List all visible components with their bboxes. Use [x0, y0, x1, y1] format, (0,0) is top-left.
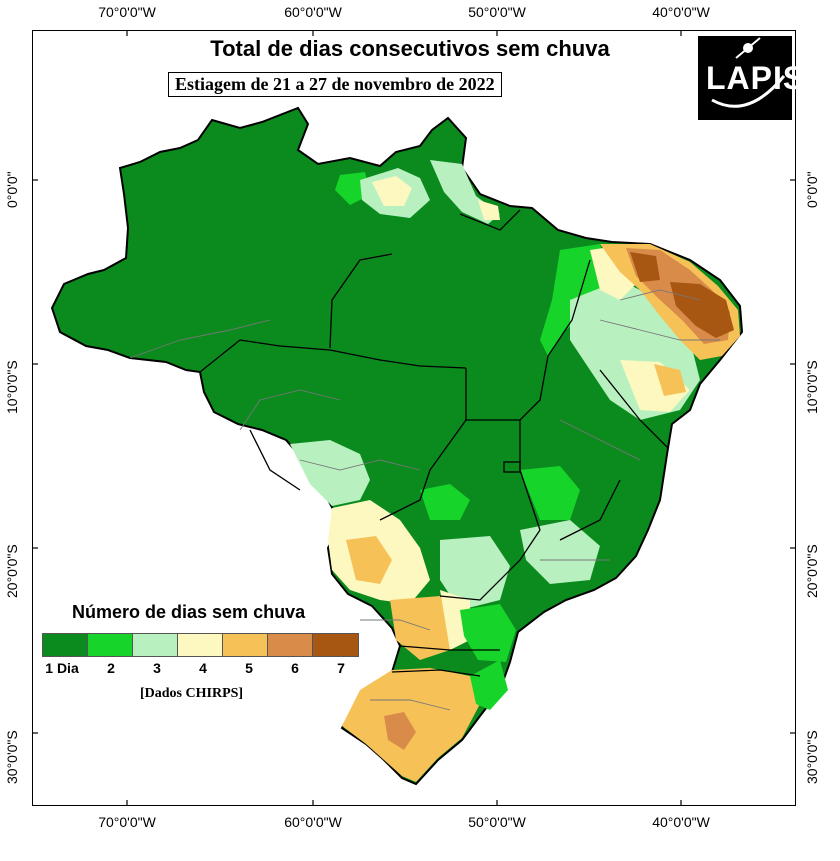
legend-title: Número de dias sem chuva: [72, 602, 306, 622]
lon-tick-bottom-60: 60°0'0"W: [284, 814, 342, 830]
map-title: Total de dias consecutivos sem chuva: [210, 36, 610, 61]
lon-tick-top-50: 50°0'0"W: [468, 4, 526, 20]
state-borders: [199, 209, 669, 677]
legend-colorbar: [42, 633, 359, 657]
rain-patches-north: [335, 160, 500, 224]
legend-source: [Dados CHIRPS]: [140, 686, 244, 701]
legend-label-6: 6: [291, 660, 299, 676]
legend-label-7: 7: [337, 660, 345, 676]
lon-tick-bottom-50: 50°0'0"W: [468, 814, 526, 830]
legend-swatch-6: [268, 634, 313, 656]
legend-swatch-5: [223, 634, 268, 656]
legend-swatch-1: [43, 634, 88, 656]
legend-label-1: 1 Dia: [45, 660, 79, 676]
map-subtitle: Estiagem de 21 a 27 de novembro de 2022: [168, 72, 502, 97]
region-borders: [129, 289, 720, 711]
legend-label-3: 3: [153, 660, 161, 676]
lon-tick-bottom-40: 40°0'0"W: [652, 814, 710, 830]
legend-swatch-7: [313, 634, 358, 656]
legend-label-2: 2: [107, 660, 115, 676]
legend-swatch-2: [88, 634, 133, 656]
legend-label-5: 5: [245, 660, 253, 676]
dry-region-northeast: [540, 244, 740, 420]
graticule-ticks: [32, 30, 796, 806]
lon-tick-bottom-70: 70°0'0"W: [98, 814, 156, 830]
lapis-logo: LAPIS: [698, 36, 804, 120]
dry-region-south: [328, 500, 516, 782]
legend-swatch-4: [178, 634, 223, 656]
lon-tick-top-70: 70°0'0"W: [98, 4, 156, 20]
lon-tick-top-40: 40°0'0"W: [652, 4, 710, 20]
legend-label-4: 4: [199, 660, 207, 676]
legend-swatch-3: [133, 634, 178, 656]
logo-text: LAPIS: [706, 60, 806, 96]
lon-tick-top-60: 60°0'0"W: [284, 4, 342, 20]
satellite-icon: [711, 37, 786, 108]
mixed-region-center: [290, 440, 600, 610]
